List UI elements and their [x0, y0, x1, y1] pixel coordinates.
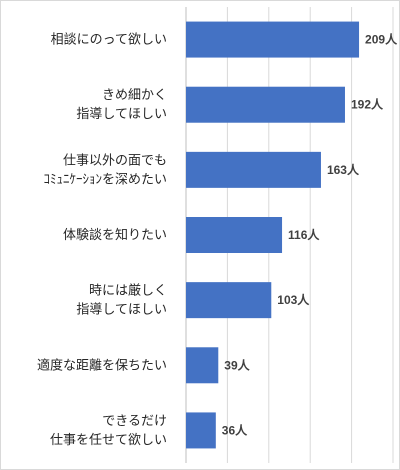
- bar-2: [186, 151, 321, 188]
- value-label-5: 39人: [224, 357, 250, 372]
- value-label-0: 209人: [365, 32, 398, 47]
- bar-0: [186, 21, 360, 58]
- category-label-2-1: ｺﾐｭﾆｹｰｼｮﾝを深めたい: [43, 172, 167, 187]
- category-label-4-1: 指導してほしい: [76, 303, 167, 318]
- category-label-6-1: 仕事を任せて欲しい: [50, 432, 167, 448]
- value-label-2: 163人: [327, 162, 360, 177]
- category-label-6-0: できるだけ: [102, 414, 167, 429]
- value-label-3: 116人: [288, 227, 320, 242]
- value-label-4: 103人: [277, 292, 310, 307]
- category-label-3-0: 体験談を知りたい: [63, 227, 167, 243]
- category-label-1-0: きめ細かく: [102, 88, 167, 103]
- category-label-1-1: 指導してほしい: [76, 107, 167, 122]
- bar-3: [186, 217, 283, 253]
- category-label-4-0: 時には厳しく: [89, 284, 167, 299]
- bar-5: [186, 347, 219, 384]
- category-label-5-0: 適度な距離を保ちたい: [37, 357, 167, 373]
- value-label-1: 192人: [351, 97, 384, 112]
- category-label-2-0: 仕事以外の面でも: [63, 153, 167, 168]
- category-label-0-0: 相談にのって欲しい: [51, 32, 167, 48]
- bar-6: [186, 412, 216, 449]
- bar-4: [186, 282, 272, 319]
- bar-1: [186, 86, 345, 123]
- value-label-6: 36人: [222, 422, 248, 437]
